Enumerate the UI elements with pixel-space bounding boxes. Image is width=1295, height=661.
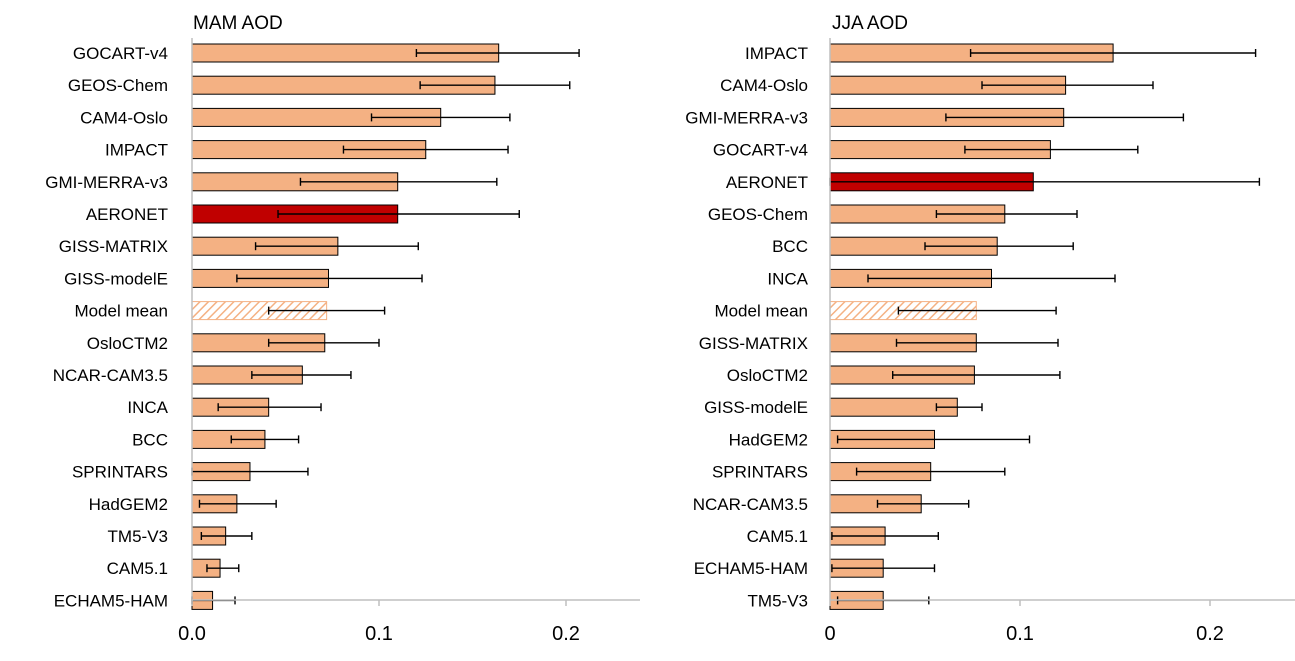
error-bar bbox=[935, 403, 983, 412]
category-label: INCA bbox=[767, 269, 808, 288]
category-label: AERONET bbox=[86, 205, 168, 224]
error-bar bbox=[981, 81, 1154, 90]
x-tick-label: 0.0 bbox=[178, 623, 206, 645]
x-tick-label: 0.1 bbox=[365, 623, 393, 645]
error-bar bbox=[897, 306, 1057, 315]
error-bar bbox=[342, 145, 509, 154]
error-bar bbox=[206, 564, 240, 573]
error-bar bbox=[831, 564, 936, 573]
error-bar bbox=[230, 435, 300, 444]
error-bar bbox=[836, 435, 1031, 444]
error-bar bbox=[299, 177, 498, 186]
category-label: IMPACT bbox=[105, 141, 168, 160]
error-bar bbox=[895, 338, 1059, 347]
category-label: GMI-MERRA-v3 bbox=[685, 108, 808, 127]
error-bar bbox=[945, 113, 1185, 122]
category-label: SPRINTARS bbox=[72, 463, 168, 482]
category-label: IMPACT bbox=[745, 44, 808, 63]
category-label: GISS-MATRIX bbox=[699, 334, 808, 353]
category-label: GMI-MERRA-v3 bbox=[45, 173, 168, 192]
category-label: GISS-modelE bbox=[64, 269, 168, 288]
panel-jja: JJA AOD IMPACT CAM4-Oslo GMI-MERRA-v3 GOCART… bbox=[685, 13, 1295, 645]
category-label: NCAR-CAM3.5 bbox=[693, 495, 808, 514]
category-label: TM5-V3 bbox=[748, 591, 808, 610]
error-bar bbox=[277, 210, 520, 218]
error-bar bbox=[969, 49, 1257, 57]
error-bar bbox=[419, 81, 571, 90]
category-label: CAM4-Oslo bbox=[80, 108, 168, 127]
category-label: Model mean bbox=[714, 302, 808, 321]
panel-mam: MAM AOD GOCART-v4 GEOS-Chem CAM4-Oslo IMPACT… bbox=[45, 13, 640, 645]
category-label: GEOS-Chem bbox=[708, 205, 808, 224]
x-tick-label: 0.2 bbox=[1196, 623, 1224, 645]
category-label: CAM5.1 bbox=[107, 559, 168, 578]
error-bar bbox=[831, 532, 939, 540]
error-bar bbox=[198, 499, 277, 508]
error-bar bbox=[415, 49, 580, 57]
panel-title: JJA AOD bbox=[832, 13, 908, 34]
error-bar bbox=[892, 371, 1061, 379]
category-label: GISS-modelE bbox=[704, 398, 808, 417]
error-bar bbox=[200, 532, 253, 540]
error-bar bbox=[236, 274, 423, 283]
category-label: Model mean bbox=[74, 302, 168, 321]
category-label: CAM4-Oslo bbox=[720, 76, 808, 95]
category-label: BCC bbox=[772, 237, 808, 256]
category-label: GOCART-v4 bbox=[73, 44, 168, 63]
category-label: CAM5.1 bbox=[747, 527, 808, 546]
category-label: BCC bbox=[132, 430, 168, 449]
error-bar bbox=[867, 274, 1116, 283]
x-tick-label: 0.1 bbox=[1006, 623, 1034, 645]
category-label: TM5-V3 bbox=[108, 527, 168, 546]
category-label: ECHAM5-HAM bbox=[694, 559, 808, 578]
error-bar bbox=[964, 145, 1139, 154]
category-label: NCAR-CAM3.5 bbox=[53, 366, 168, 385]
category-label: INCA bbox=[127, 398, 168, 417]
category-label: OsloCTM2 bbox=[727, 366, 808, 385]
category-label: HadGEM2 bbox=[89, 495, 168, 514]
category-label: HadGEM2 bbox=[729, 430, 808, 449]
error-bar bbox=[267, 338, 380, 347]
error-bar bbox=[876, 499, 970, 508]
category-label: ECHAM5-HAM bbox=[54, 591, 168, 610]
error-bar bbox=[855, 467, 1006, 476]
error-bar bbox=[267, 306, 386, 315]
x-tick-label: 0.2 bbox=[552, 623, 580, 645]
category-label: GOCART-v4 bbox=[713, 141, 808, 160]
error-bar bbox=[370, 113, 511, 122]
category-label: GEOS-Chem bbox=[68, 76, 168, 95]
x-tick-label: 0 bbox=[824, 623, 835, 645]
category-label: GISS-MATRIX bbox=[59, 237, 168, 256]
panel-title: MAM AOD bbox=[193, 13, 283, 34]
category-label: OsloCTM2 bbox=[87, 334, 168, 353]
category-label: AERONET bbox=[726, 173, 808, 192]
category-label: SPRINTARS bbox=[712, 463, 808, 482]
error-bar bbox=[935, 210, 1078, 218]
error-bar bbox=[251, 371, 352, 379]
error-bar bbox=[217, 403, 322, 412]
error-bar bbox=[924, 242, 1074, 251]
error-bar bbox=[254, 242, 419, 251]
